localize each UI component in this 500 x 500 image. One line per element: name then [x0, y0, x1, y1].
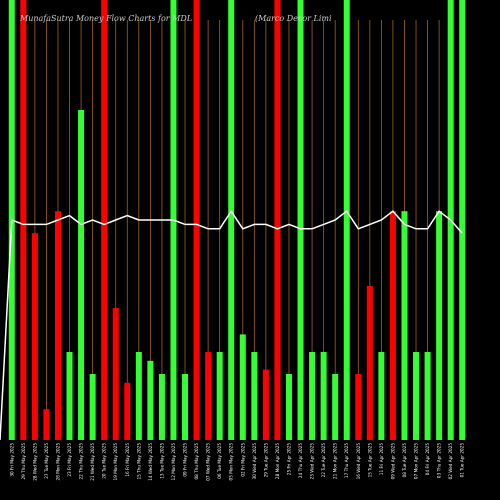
x-tick-label: 08 Tue Apr 2025 — [402, 443, 407, 478]
x-tick-label: 28 Mon Apr 2025 — [275, 443, 280, 479]
bar-green — [413, 352, 420, 440]
chart-title-company: (Marco Decor Limi — [255, 14, 332, 23]
x-tick-label: 05 Mon May 2025 — [229, 443, 234, 481]
x-tick-label: 06 Tue May 2025 — [217, 443, 222, 479]
x-tick-label: 22 Tue Apr 2025 — [321, 443, 326, 478]
bar-red — [389, 211, 396, 440]
bar-green — [216, 352, 223, 440]
x-tick-label: 16 Fri May 2025 — [125, 443, 130, 477]
bar-red — [193, 0, 200, 440]
x-axis-labels: 30 Fri May 2025 29 Thu May 2025 28 Wed May… — [9, 443, 464, 481]
x-tick-label: 15 Tue Apr 2025 — [367, 443, 372, 478]
bar-green — [459, 0, 466, 440]
bar-red — [43, 409, 50, 440]
bar-green — [401, 211, 408, 440]
x-tick-label: 09 Fri May 2025 — [183, 443, 188, 477]
x-tick-label: 28 Wed May 2025 — [32, 443, 37, 481]
x-tick-label: 19 Mon May 2025 — [113, 443, 118, 481]
x-tick-label: 08 Thu May 2025 — [194, 443, 199, 480]
bar-green — [320, 352, 327, 440]
bar-green — [309, 352, 316, 440]
x-tick-label: 11 Fri Apr 2025 — [379, 443, 384, 476]
bar-red — [20, 0, 27, 440]
bar-green — [228, 0, 235, 440]
bar-red — [355, 374, 362, 440]
x-tick-label: 01 Tue Apr 2025 — [460, 443, 465, 478]
x-tick-label: 21 Mon Apr 2025 — [333, 443, 338, 479]
x-tick-label: 03 Thu Apr 2025 — [437, 443, 442, 478]
bar-red — [262, 369, 269, 440]
x-tick-label: 15 Thu May 2025 — [136, 443, 141, 480]
x-tick-label: 07 Wed May 2025 — [206, 443, 211, 481]
x-tick-label: 17 Thu Apr 2025 — [344, 443, 349, 478]
x-tick-label: 13 Tue May 2025 — [159, 443, 164, 479]
x-tick-label: 30 Fri May 2025 — [9, 443, 14, 477]
bar-red — [112, 308, 119, 440]
x-tick-label: 02 Wed Apr 2025 — [448, 443, 453, 480]
x-tick-label: 23 Wed Apr 2025 — [310, 443, 315, 480]
x-tick-label: 04 Fri Apr 2025 — [425, 443, 430, 476]
x-tick-label: 25 Fri Apr 2025 — [287, 443, 292, 476]
bar-green — [239, 334, 246, 440]
x-tick-label: 20 Tue May 2025 — [102, 443, 107, 479]
x-tick-label: 23 Fri May 2025 — [67, 443, 72, 477]
bar-green — [378, 352, 385, 440]
x-tick-label: 22 Thu May 2025 — [79, 443, 84, 480]
x-tick-label: 14 Wed May 2025 — [148, 443, 153, 481]
x-tick-label: 07 Mon Apr 2025 — [414, 443, 419, 479]
bar-red — [274, 0, 281, 440]
x-tick-label: 26 Mon May 2025 — [56, 443, 61, 481]
x-tick-label: 24 Thu Apr 2025 — [298, 443, 303, 478]
bar-green — [297, 0, 304, 440]
x-tick-label: 29 Thu May 2025 — [21, 443, 26, 480]
bar-red — [366, 286, 373, 440]
bar-green — [424, 352, 431, 440]
bar-green — [158, 374, 165, 440]
bar-green — [285, 374, 292, 440]
bar-green — [78, 110, 85, 440]
x-tick-label: 12 Mon May 2025 — [171, 443, 176, 481]
bar-green — [147, 360, 154, 440]
bar-red — [101, 0, 108, 440]
bar-green — [332, 374, 339, 440]
bar-green — [436, 211, 443, 440]
flow-line-group — [0, 209, 463, 441]
bar-green — [251, 352, 258, 440]
x-tick-label: 21 Wed May 2025 — [90, 443, 95, 481]
x-tick-label: 02 Fri May 2025 — [240, 443, 245, 477]
bar-green — [89, 374, 96, 440]
x-tick-label: 29 Tue Apr 2025 — [263, 443, 268, 478]
bar-green — [135, 352, 142, 440]
bar-green — [343, 0, 350, 440]
chart-title: MunafaSutra Money Flow Charts for MDL — [19, 14, 192, 23]
bar-red — [31, 233, 38, 440]
x-tick-label: 09 Wed Apr 2025 — [390, 443, 395, 480]
money-flow-line — [0, 209, 463, 441]
bar-red — [205, 352, 212, 440]
x-tick-label: 27 Tue May 2025 — [44, 443, 49, 479]
x-tick-label: 30 Wed Apr 2025 — [252, 443, 257, 480]
bar-red — [124, 382, 131, 440]
bar-green — [66, 352, 73, 440]
x-tick-label: 16 Wed Apr 2025 — [356, 443, 361, 480]
bar-green — [182, 374, 189, 440]
bar-red — [54, 211, 61, 440]
